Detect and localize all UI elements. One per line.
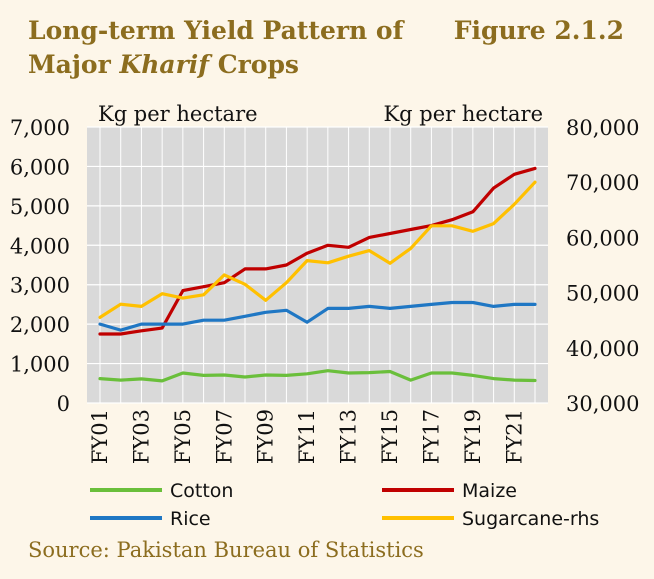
y-tick-label-left: 4,000 [10,234,70,258]
x-tick-label: FY07 [212,409,236,464]
title-line-2-suffix: Crops [209,50,300,79]
series-line-sugarcane-rhs [98,180,537,319]
y-tick-label-right: 30,000 [566,392,639,416]
title-line-2-italic: Kharif [119,50,209,79]
y-tick-label-right: 80,000 [566,116,639,140]
y-tick-label-left: 5,000 [10,195,70,219]
series-line-cotton [98,369,537,383]
y-tick-label-right: 40,000 [566,337,639,361]
y-tick-label-right: 60,000 [566,226,639,250]
source-note: Source: Pakistan Bureau of Statistics [28,538,424,562]
x-tick-label: FY13 [337,409,361,464]
x-tick-label: FY05 [171,409,195,464]
x-tick-label: FY03 [129,409,153,464]
y-tick-label-left: 3,000 [10,274,70,298]
legend-label-cotton: Cotton [170,480,233,502]
figure-label: Figure 2.1.2 [453,16,624,45]
y-tick-label-left: 6,000 [10,155,70,179]
title-line-2-prefix: Major [28,50,120,79]
series-line-maize [98,166,537,336]
x-tick-label: FY15 [378,409,402,464]
y-tick-label-left: 0 [57,392,70,416]
x-tick-label: FY17 [419,409,443,464]
chart-title: Long-term Yield Pattern of Major Kharif … [28,14,403,82]
x-tick-label: FY11 [295,409,319,464]
x-tick-label: FY01 [88,409,112,464]
y-tick-label-left: 7,000 [10,116,70,140]
x-tick-label: FY19 [461,409,485,464]
y-tick-label-right: 50,000 [566,282,639,306]
legend-label-rice: Rice [170,508,211,530]
plot-area [87,127,548,403]
y-tick-label-left: 1,000 [10,353,70,377]
y-tick-label-left: 2,000 [10,313,70,337]
legend-label-maize: Maize [462,480,517,502]
series-line-rice [98,300,537,332]
y-axis-label-left: Kg per hectare [98,102,258,126]
y-tick-label-right: 70,000 [566,171,639,195]
y-axis-label-right: Kg per hectare [383,102,543,126]
legend-label-sugarcane-rhs: Sugarcane-rhs [462,508,599,530]
x-tick-label: FY09 [254,409,278,464]
x-tick-label: FY21 [502,409,526,464]
title-line-1: Long-term Yield Pattern of [28,16,404,45]
